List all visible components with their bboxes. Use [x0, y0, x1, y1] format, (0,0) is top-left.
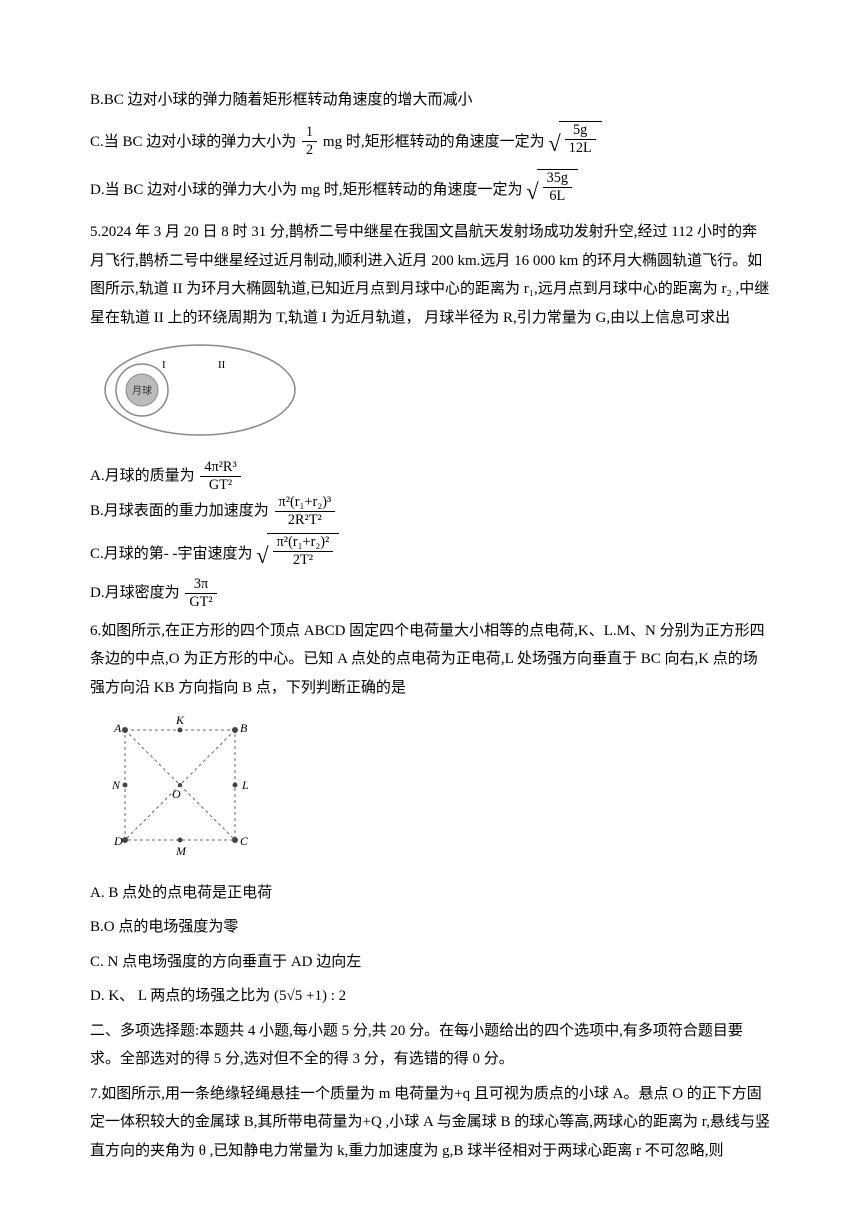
- label-O: O: [172, 787, 181, 801]
- q4-optC-mid: mg 时,矩形框转动的角速度一定为: [323, 133, 545, 149]
- label-C: C: [240, 834, 249, 848]
- moon-label: 月球: [132, 384, 152, 397]
- frac-num: 5g: [565, 122, 596, 140]
- optA-pre: A.月球的质量为: [90, 468, 195, 484]
- label-B: B: [240, 721, 248, 735]
- optD-pre: D. K、 L 两点的场强之比为: [90, 988, 274, 1004]
- fraction: π²(r₁+r₂)² 2T²: [273, 534, 334, 569]
- label-D: D: [113, 834, 123, 848]
- frac-num: 35g: [543, 170, 572, 188]
- q5-optA: A.月球的质量为 4π²R³ GT²: [90, 459, 416, 494]
- q4-optC-pre: C.当 BC 边对小球的弹力大小为: [90, 133, 296, 149]
- label-L: L: [241, 778, 249, 792]
- fraction: 5g 12L: [565, 122, 596, 157]
- q6-figure: A B D C K M N L O: [100, 710, 770, 871]
- frac-num: 1: [302, 124, 317, 142]
- frac-num: 4π²R³: [200, 459, 240, 477]
- sqrt: π²(r₁+r₂)² 2T²: [256, 533, 339, 576]
- label-K: K: [175, 713, 185, 727]
- q5-stem: 5.2024 年 3 月 20 日 8 时 31 分,鹊桥二号中继星在我国文昌航…: [90, 218, 770, 332]
- label-M: M: [175, 844, 187, 858]
- label-N: N: [111, 778, 121, 792]
- fraction: 1 2: [302, 124, 317, 159]
- q5-optB: B.月球表面的重力加速度为 π²(r₁+r₂)³ 2R²T²: [90, 494, 416, 529]
- q4-optD: D.当 BC 边对小球的弹力大小为 mg 时,矩形框转动的角速度一定为 35g …: [90, 169, 770, 212]
- q5-optC: C.月球的第- -宇宙速度为 π²(r₁+r₂)² 2T²: [90, 533, 416, 576]
- optC-pre: C.月球的第- -宇宙速度为: [90, 546, 253, 562]
- q6-optA: A. B 点处的点电荷是正电荷: [90, 879, 770, 908]
- q6-optB: B.O 点的电场强度为零: [90, 913, 770, 942]
- q5-figure: 月球 I II: [100, 340, 770, 451]
- frac-den: 6L: [543, 188, 572, 205]
- frac-num: π²(r₁+r₂)³: [275, 494, 336, 512]
- optD-pre: D.月球密度为: [90, 585, 180, 601]
- frac-den: 12L: [565, 140, 596, 157]
- q4-optB: B.BC 边对小球的弹力随着矩形框转动角速度的增大而减小: [90, 86, 770, 115]
- q4-optC: C.当 BC 边对小球的弹力大小为 1 2 mg 时,矩形框转动的角速度一定为 …: [90, 121, 770, 164]
- q6-stem: 6.如图所示,在正方形的四个顶点 ABCD 固定四个电荷量大小相等的点电荷,K、…: [90, 617, 770, 703]
- fraction: 3π GT²: [185, 576, 216, 611]
- frac-den: 2R²T²: [275, 512, 336, 529]
- sqrt: 5g 12L: [548, 121, 601, 164]
- q6-optD: D. K、 L 两点的场强之比为 (5√5 +1) : 2: [90, 982, 770, 1011]
- q7-stem: 7.如图所示,用一条绝缘轻绳悬挂一个质量为 m 电荷量为+q 且可视为质点的小球…: [90, 1080, 770, 1166]
- fraction: 4π²R³ GT²: [200, 459, 240, 494]
- q5-options-row2: C.月球的第- -宇宙速度为 π²(r₁+r₂)² 2T² D.月球密度为 3π…: [90, 533, 770, 611]
- orbit-I-label: I: [162, 359, 166, 371]
- section2-heading: 二、多项选择题:本题共 4 小题,每小题 5 分,共 20 分。在每小题给出的四…: [90, 1017, 770, 1074]
- frac-den: GT²: [200, 477, 240, 494]
- q5-options-row1: A.月球的质量为 4π²R³ GT² B.月球表面的重力加速度为 π²(r₁+r…: [90, 459, 770, 529]
- optD-expr: (5√5 +1) : 2: [274, 988, 346, 1004]
- label-A: A: [113, 721, 122, 735]
- frac-num: 3π: [185, 576, 216, 594]
- frac-num: π²(r₁+r₂)²: [273, 534, 334, 552]
- orbit-II-label: II: [218, 359, 226, 371]
- optB-pre: B.月球表面的重力加速度为: [90, 503, 269, 519]
- frac-den: 2T²: [273, 552, 334, 569]
- fraction: 35g 6L: [543, 170, 572, 205]
- frac-den: 2: [302, 142, 317, 159]
- q6-optC: C. N 点电场强度的方向垂直于 AD 边向左: [90, 948, 770, 977]
- q4-optD-pre: D.当 BC 边对小球的弹力大小为 mg 时,矩形框转动的角速度一定为: [90, 182, 523, 198]
- frac-den: GT²: [185, 594, 216, 611]
- q5-optD: D.月球密度为 3π GT²: [90, 576, 416, 611]
- fraction: π²(r₁+r₂)³ 2R²T²: [275, 494, 336, 529]
- sqrt: 35g 6L: [526, 169, 578, 212]
